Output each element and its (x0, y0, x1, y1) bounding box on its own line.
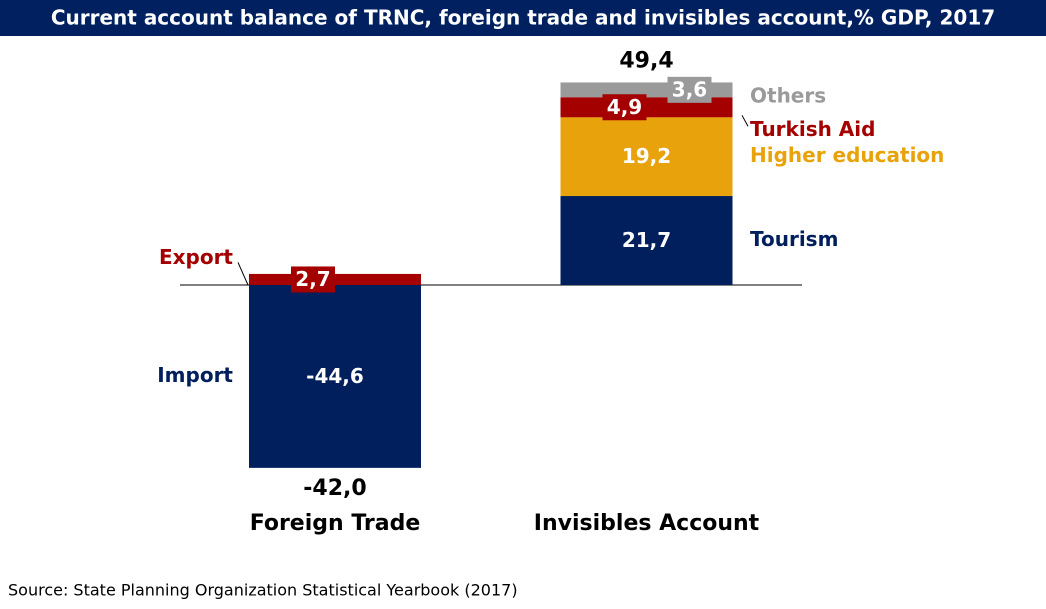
value-label: 19,2 (622, 144, 671, 168)
value-label: 21,7 (622, 228, 671, 252)
total-label: -42,0 (303, 476, 366, 501)
total-label: 49,4 (619, 48, 673, 73)
value-label: -44,6 (306, 364, 364, 388)
chart-title: Current account balance of TRNC, foreign… (51, 6, 995, 30)
series-label: Higher education (750, 143, 944, 167)
value-label-box (602, 94, 647, 121)
series-label: Import (157, 363, 233, 387)
category-label: Invisibles Account (534, 511, 760, 536)
bar-segment (249, 285, 421, 468)
series-label: Turkish Aid (750, 117, 875, 141)
value-label-box (667, 76, 712, 103)
series-label: Export (159, 245, 233, 269)
source-note: Source: State Planning Organization Stat… (8, 581, 518, 600)
value-label: 3,6 (672, 77, 707, 101)
value-label: 4,9 (607, 95, 642, 119)
series-label: Others (750, 83, 826, 107)
series-label: Tourism (750, 227, 838, 251)
bar-segment (560, 117, 733, 197)
title-banner (0, 0, 1046, 36)
leader-line (237, 262, 249, 286)
bar-segment (560, 196, 733, 285)
category-label: Foreign Trade (250, 511, 421, 536)
value-label-box (291, 266, 335, 293)
leader-line (741, 115, 749, 127)
value-label: 2,7 (295, 267, 330, 291)
